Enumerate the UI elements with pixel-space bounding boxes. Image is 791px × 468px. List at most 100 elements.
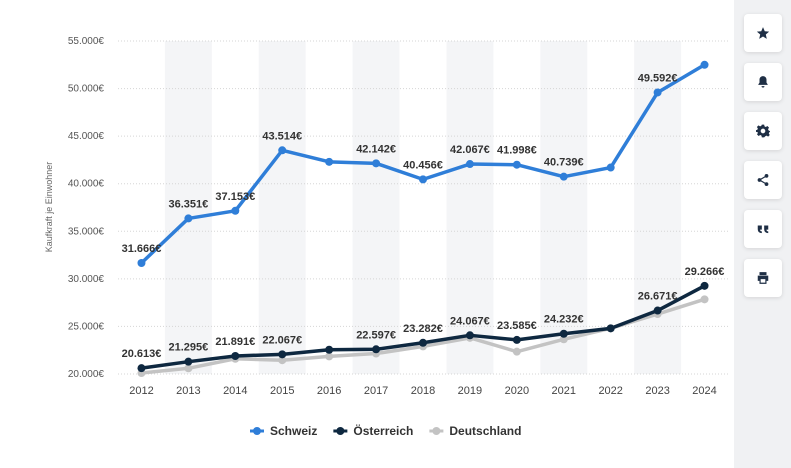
data-point[interactable] [512,160,521,169]
y-tick-label: 50.000€ [68,84,105,95]
legend-item-schweiz[interactable]: Schweiz [270,424,317,438]
data-labels: 31.666€ 36.351€ 37.153€ 43.514€ 42.142€ 40.45… [122,72,725,360]
printer-icon [757,272,769,284]
data-point[interactable] [231,352,240,361]
data-point[interactable] [372,345,381,354]
data-label: 42.142€ [356,143,396,155]
y-tick-label: 30.000€ [68,274,105,285]
data-point[interactable] [231,206,240,215]
data-point[interactable] [512,335,521,344]
x-tick-label: 2021 [552,385,576,397]
data-point[interactable] [419,338,427,347]
data-point[interactable] [653,306,662,315]
x-tick-label: 2020 [505,385,529,397]
band-2019 [446,41,494,374]
data-point[interactable] [325,157,334,166]
print-button[interactable] [744,259,782,297]
y-tick-label: 25.000€ [68,321,105,332]
band-2017 [352,41,400,374]
data-point[interactable] [700,281,709,290]
data-point[interactable] [137,259,146,268]
x-tick-label: 2013 [176,385,200,397]
chart-toolbar [744,14,782,308]
data-label: 40.456€ [403,159,443,171]
y-axis-ticks: 20.000€ 25.000€ 30.000€ 35.000€ 40.000€ 45.00… [68,36,105,380]
series-lines [137,60,709,378]
quote-icon [757,225,769,234]
line-chart: 20.000€ 25.000€ 30.000€ 35.000€ 40.000€ 45.00… [44,36,728,438]
data-point[interactable] [278,356,287,365]
data-label: 24.232€ [544,314,584,326]
legend-item-österreich[interactable]: Österreich [353,423,413,438]
x-tick-label: 2016 [317,385,341,397]
data-label: 37.153€ [215,191,255,203]
data-point[interactable] [278,350,287,359]
data-point[interactable] [606,324,615,333]
y-tick-label: 45.000€ [68,131,105,142]
data-label: 31.666€ [122,243,162,255]
x-tick-label: 2017 [364,385,388,397]
legend[interactable]: Schweiz Österreich Deutschland [250,423,521,438]
data-point[interactable] [372,159,381,168]
favorite-button[interactable] [744,14,782,52]
data-label: 26.671€ [638,291,678,303]
legend-marker [336,427,345,435]
star-icon [756,27,770,39]
legend-item-deutschland[interactable]: Deutschland [449,424,521,438]
data-label: 23.282€ [403,323,443,335]
x-tick-label: 2024 [692,385,716,397]
data-point[interactable] [653,88,662,97]
data-point[interactable] [559,329,568,338]
data-point[interactable] [700,295,709,304]
data-label: 21.295€ [169,342,209,354]
legend-marker [432,427,441,435]
band-2015 [258,41,306,374]
data-point[interactable] [325,352,334,361]
data-point[interactable] [559,172,568,181]
x-tick-label: 2015 [270,385,294,397]
band-2021 [540,41,588,374]
data-point[interactable] [278,146,287,155]
data-label: 43.514€ [262,130,302,142]
y-tick-label: 40.000€ [68,179,105,190]
data-label: 41.998€ [497,145,537,157]
x-tick-label: 2023 [645,385,669,397]
y-tick-label: 20.000€ [68,369,105,380]
share-button[interactable] [744,161,782,199]
settings-button[interactable] [744,112,782,150]
notification-button[interactable] [744,63,782,101]
data-point[interactable] [512,347,521,356]
cite-button[interactable] [744,210,782,248]
alternating-bands [164,41,682,374]
data-label: 29.266€ [685,266,725,278]
data-point[interactable] [465,331,474,340]
chart-card: 20.000€ 25.000€ 30.000€ 35.000€ 40.000€ 45.00… [0,0,734,468]
data-point[interactable] [137,364,146,373]
y-tick-label: 35.000€ [68,226,105,237]
data-label: 40.739€ [544,157,584,169]
share-icon [757,174,769,186]
band-2013 [164,41,212,374]
data-point[interactable] [700,60,709,69]
x-tick-label: 2019 [458,385,482,397]
x-axis-ticks: 2012 2013 2014 2015 2016 2017 2018 2019 2020 2021… [129,385,717,397]
data-point[interactable] [419,175,427,184]
x-tick-label: 2014 [223,385,247,397]
bell-icon [758,76,768,88]
data-point[interactable] [559,335,568,344]
data-point[interactable] [184,364,193,373]
data-point[interactable] [465,160,474,169]
gear-icon [756,124,770,138]
x-tick-label: 2018 [411,385,435,397]
data-label: 49.592€ [638,72,678,84]
x-tick-label: 2022 [598,385,622,397]
x-tick-label: 2012 [129,385,153,397]
data-label: 22.067€ [262,334,302,346]
data-point[interactable] [184,357,193,366]
data-point[interactable] [325,345,334,354]
data-point[interactable] [606,163,615,172]
data-point[interactable] [184,214,193,223]
data-label: 42.067€ [450,144,490,156]
data-label: 36.351€ [169,198,209,210]
y-tick-label: 55.000€ [68,36,105,47]
